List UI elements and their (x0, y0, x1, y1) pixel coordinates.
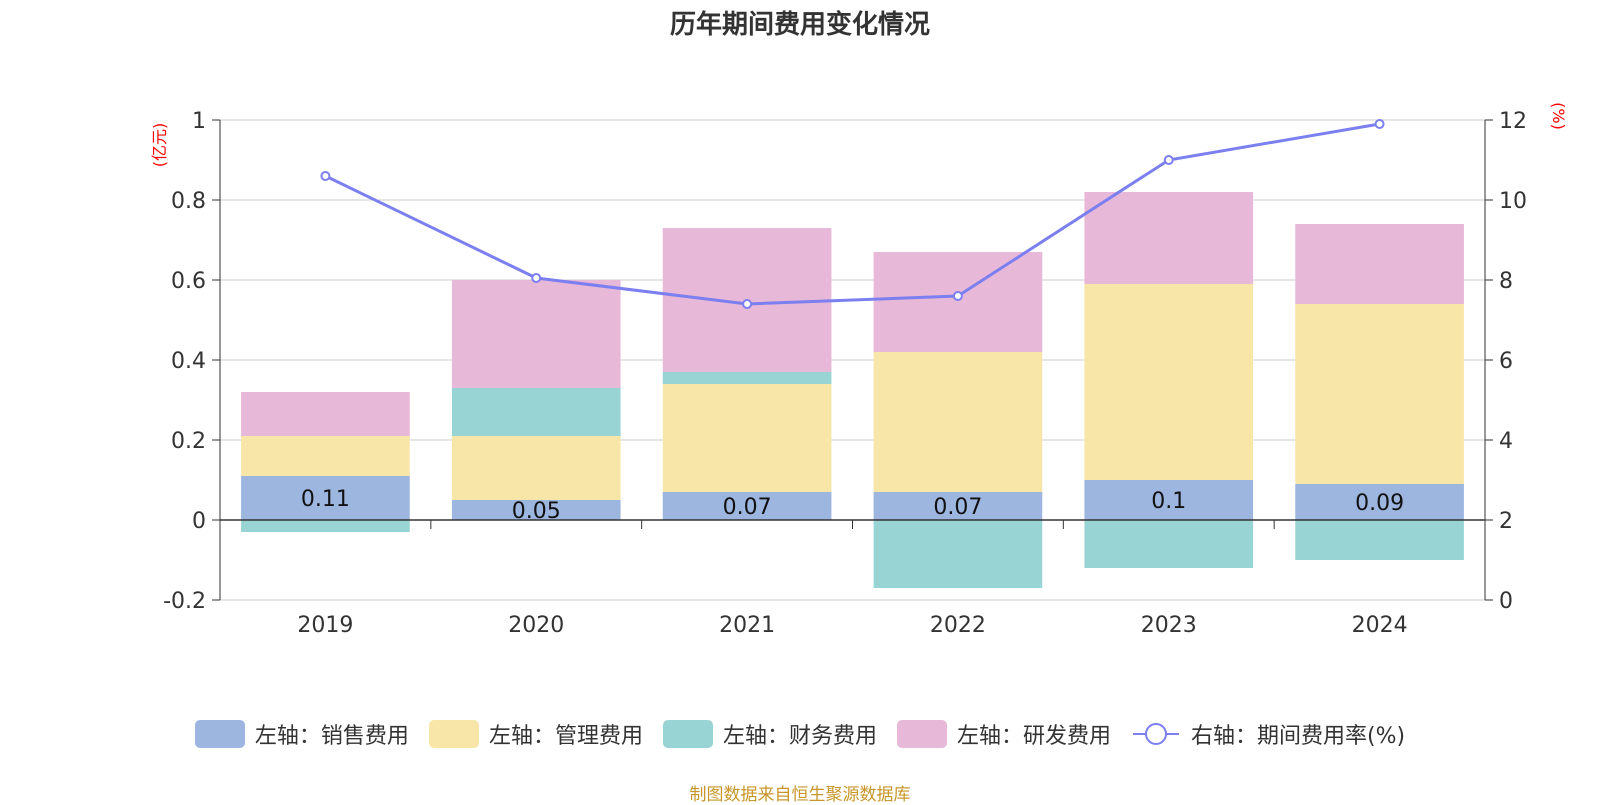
right-axis-tick-label: 4 (1499, 429, 1513, 454)
x-axis-tick-label: 2021 (719, 613, 775, 638)
x-axis-tick-label: 2024 (1352, 613, 1408, 638)
bar-segment (1295, 304, 1464, 484)
left-axis-tick-label: 0 (192, 509, 206, 534)
bar-segment (241, 520, 410, 532)
right-axis-tick-label: 12 (1499, 109, 1527, 134)
legend: 左轴：销售费用 左轴：管理费用 左轴：财务费用 左轴：研发费用 右轴：期间费用率(%) (0, 718, 1600, 750)
legend-label: 左轴：财务费用 (722, 724, 877, 749)
bar-segment (241, 436, 410, 476)
bar-segment (662, 492, 832, 520)
bar-data-label: 0.07 (933, 495, 982, 520)
right-axis-tick-label: 8 (1499, 269, 1513, 294)
chart-title: 历年期间费用变化情况 (669, 10, 930, 40)
expense-rate-point (742, 299, 753, 309)
legend-swatch (194, 720, 245, 748)
line-layer (320, 119, 1385, 309)
bar-segment (1295, 484, 1464, 520)
legend-swatch (896, 720, 947, 748)
x-axis-tick-label: 2022 (930, 613, 986, 638)
source-note: 制图数据来自恒生聚源数据库 (689, 785, 911, 805)
bars-layer (241, 192, 1464, 588)
right-axis-tick-label: 0 (1499, 589, 1513, 614)
bar-segment (451, 388, 621, 436)
legend-label: 左轴：研发费用 (956, 724, 1111, 749)
bar-segment (451, 280, 621, 388)
bar-segment (873, 520, 1043, 588)
bar-segment (241, 476, 410, 520)
expense-rate-point (320, 171, 331, 181)
x-axis-tick-label: 2023 (1141, 613, 1197, 638)
bar-segment (1084, 192, 1254, 284)
legend-swatch (662, 720, 713, 748)
right-axis-tick-label: 10 (1499, 189, 1527, 214)
right-axis-tick-label: 2 (1499, 509, 1513, 534)
left-axis-unit: (亿元) (150, 123, 169, 168)
expense-rate-point (952, 291, 963, 301)
legend-item[interactable]: 左轴：管理费用 (428, 718, 643, 750)
bar-segment (451, 436, 621, 500)
legend-item[interactable]: 左轴：财务费用 (662, 718, 877, 750)
legend-label: 左轴：销售费用 (254, 724, 409, 749)
right-axis-tick-label: 6 (1499, 349, 1513, 374)
bar-segment (1295, 224, 1464, 304)
left-axis-tick-label: 0.8 (171, 189, 206, 214)
left-axis-tick-label: 0.4 (171, 349, 206, 374)
left-axis-tick-label: 1 (192, 109, 206, 134)
bar-segment (1084, 520, 1254, 568)
legend-swatch (428, 720, 479, 748)
expense-rate-point (1163, 155, 1174, 165)
right-axis-unit: (%) (1549, 102, 1568, 130)
bar-segment (873, 352, 1043, 492)
legend-item[interactable]: 左轴：研发费用 (896, 718, 1111, 750)
bar-data-label: 0.09 (1355, 491, 1404, 516)
legend-label: 左轴：管理费用 (488, 724, 643, 749)
labels-layer: 0.11 0.05 0.07 0.07 0.1 0.09 (301, 487, 1404, 524)
bar-segment (1295, 520, 1464, 560)
legend-item[interactable]: 右轴：期间费用率(%) (1131, 718, 1405, 750)
left-axis-tick-label: 0.6 (171, 269, 206, 294)
legend-label: 右轴：期间费用率(%) (1190, 724, 1406, 749)
bar-segment (1084, 480, 1254, 520)
grid-layer (220, 119, 1485, 601)
bar-segment (662, 372, 832, 384)
legend-item[interactable]: 左轴：销售费用 (194, 718, 409, 750)
x-axis-tick-label: 2020 (508, 613, 564, 638)
left-axis-tick-label: 0.2 (171, 429, 206, 454)
bar-data-label: 0.07 (723, 495, 772, 520)
legend-line-swatch (1132, 723, 1179, 745)
bar-data-label: 0.05 (512, 499, 561, 524)
left-axis-tick-label: -0.2 (163, 589, 206, 614)
expense-rate-point (531, 273, 542, 283)
bar-segment (451, 500, 621, 520)
expense-rate-point (1374, 119, 1385, 129)
bar-segment (241, 392, 410, 436)
x-axis-tick-label: 2019 (297, 613, 353, 638)
bar-data-label: 0.11 (301, 487, 350, 512)
bar-segment (662, 384, 832, 492)
expense-rate-line (324, 122, 1380, 306)
bar-data-label: 0.1 (1151, 489, 1186, 514)
bar-segment (1084, 284, 1254, 480)
bar-segment (873, 492, 1043, 520)
bar-segment (873, 252, 1043, 352)
